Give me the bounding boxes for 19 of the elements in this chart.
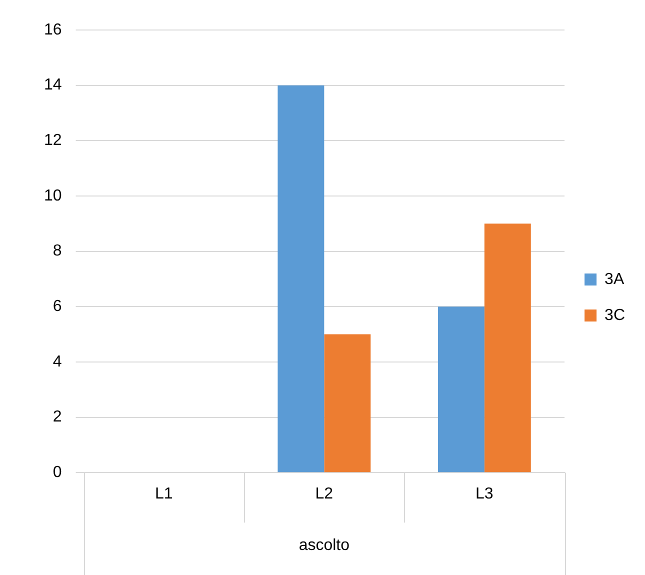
x-tick-label: L2	[315, 486, 334, 503]
bar	[438, 306, 484, 472]
x-axis-title: ascolto	[298, 536, 350, 554]
y-tick-label: 2	[52, 408, 62, 426]
x-tick-label: L1	[155, 486, 173, 503]
legend-label: 3A	[604, 270, 624, 288]
y-tick-label: 10	[44, 187, 62, 204]
y-tick-label: 14	[44, 76, 62, 94]
x-tick-label: L3	[476, 486, 494, 503]
bar	[324, 334, 371, 472]
bar	[278, 85, 324, 472]
y-tick-label: 12	[44, 132, 62, 150]
y-tick-label: 6	[52, 298, 62, 316]
y-tick-label: 4	[52, 353, 62, 370]
y-tick-label: 8	[52, 242, 62, 260]
y-tick-label: 16	[44, 21, 62, 38]
legend-label: 3C	[604, 306, 625, 324]
bar	[484, 224, 531, 472]
y-tick-label: 0	[52, 464, 62, 482]
